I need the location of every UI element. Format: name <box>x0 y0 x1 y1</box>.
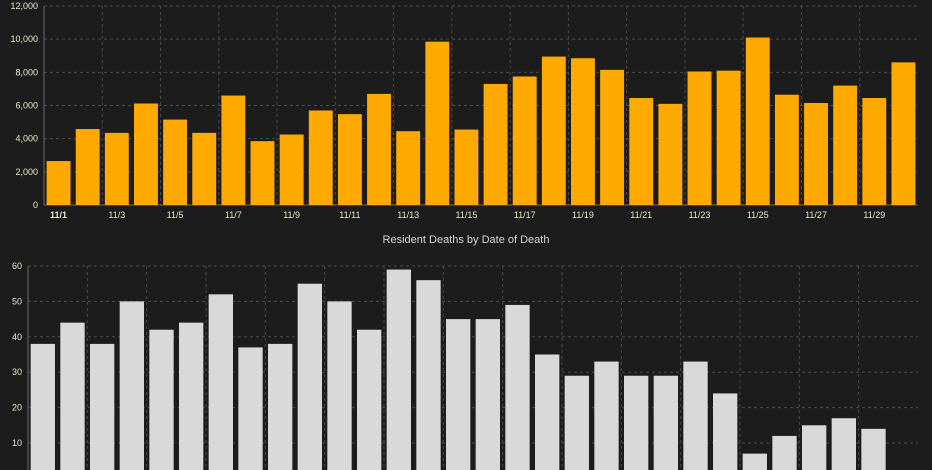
bar[interactable] <box>483 83 508 205</box>
bar[interactable] <box>149 329 174 470</box>
bar[interactable] <box>891 62 916 206</box>
x-tick-label: 11/19 <box>572 210 594 220</box>
bar[interactable] <box>742 453 767 470</box>
bar[interactable] <box>46 161 71 205</box>
bar[interactable] <box>250 141 275 205</box>
x-tick-label: 11/7 <box>225 210 242 220</box>
bar[interactable] <box>308 110 333 205</box>
bar[interactable] <box>367 93 391 205</box>
bar[interactable] <box>831 418 856 470</box>
y-tick-label: 8,000 <box>15 67 38 77</box>
bar[interactable] <box>564 375 589 470</box>
x-tick-label: 11/17 <box>514 210 536 220</box>
bar[interactable] <box>208 294 233 470</box>
bar[interactable] <box>396 131 421 205</box>
bar[interactable] <box>454 129 479 205</box>
bar[interactable] <box>745 37 770 206</box>
x-tick-label: 11/3 <box>108 210 125 220</box>
y-tick-label: 40 <box>12 332 22 342</box>
bar[interactable] <box>594 361 619 470</box>
bar[interactable] <box>571 58 595 205</box>
bar[interactable] <box>268 343 293 470</box>
resident-deaths-bar-chart: Resident Deaths by Date of Death 10 20 30 4… <box>12 234 918 470</box>
bar[interactable] <box>416 280 441 470</box>
bar[interactable] <box>475 319 500 470</box>
x-tick-label: 11/13 <box>397 210 419 220</box>
bar[interactable] <box>192 132 217 205</box>
bar[interactable] <box>297 283 322 470</box>
bar[interactable] <box>624 375 649 470</box>
bar[interactable] <box>75 129 100 205</box>
bar[interactable] <box>535 354 560 470</box>
bar[interactable] <box>279 134 304 205</box>
bar[interactable] <box>163 119 188 205</box>
chart-title: Resident Deaths by Date of Death <box>383 234 550 246</box>
y-tick-label: 10,000 <box>10 34 38 44</box>
bar[interactable] <box>774 94 799 205</box>
bar[interactable] <box>30 343 55 470</box>
bar[interactable] <box>772 435 797 470</box>
bar[interactable] <box>683 361 708 470</box>
x-tick-label: 11/21 <box>630 210 652 220</box>
x-tick-label: 11/15 <box>456 210 478 220</box>
y-tick-label: 4,000 <box>15 134 38 144</box>
y-tick-label: 50 <box>12 296 22 306</box>
bar[interactable] <box>687 71 712 205</box>
bar[interactable] <box>861 428 886 470</box>
bar[interactable] <box>327 301 352 470</box>
bar[interactable] <box>337 114 362 205</box>
y-tick-label: 10 <box>12 438 22 448</box>
bar[interactable] <box>541 56 566 206</box>
y-tick-label: 60 <box>12 261 22 271</box>
x-tick-label: 11/25 <box>747 210 769 220</box>
bar[interactable] <box>119 301 144 470</box>
bar[interactable] <box>386 269 411 470</box>
bar[interactable] <box>238 347 263 470</box>
x-tick-label: 11/23 <box>689 210 711 220</box>
bar[interactable] <box>716 70 741 205</box>
bar[interactable] <box>833 85 858 205</box>
bar[interactable] <box>134 103 158 205</box>
bar[interactable] <box>802 425 827 470</box>
x-tick-label: 11/5 <box>167 210 184 220</box>
bar[interactable] <box>446 319 471 470</box>
x-tick-label: 11/29 <box>863 210 885 220</box>
bar[interactable] <box>862 98 887 205</box>
bar[interactable] <box>104 132 129 205</box>
bar[interactable] <box>653 375 678 470</box>
x-tick-label: 11/11 <box>339 210 360 220</box>
bar[interactable] <box>512 76 537 206</box>
bar[interactable] <box>505 304 530 470</box>
y-tick-label: 20 <box>12 403 22 413</box>
x-tick-label: 11/1 <box>50 210 67 220</box>
bar[interactable] <box>425 41 450 205</box>
bar[interactable] <box>221 95 246 205</box>
y-tick-label: 0 <box>33 200 38 210</box>
y-tick-label: 30 <box>12 367 22 377</box>
bar[interactable] <box>179 322 204 470</box>
bar[interactable] <box>713 393 738 470</box>
bar[interactable] <box>658 103 683 205</box>
bar[interactable] <box>600 69 625 206</box>
bar[interactable] <box>804 103 828 205</box>
y-tick-label: 12,000 <box>10 1 38 11</box>
y-tick-label: 6,000 <box>15 101 38 111</box>
new-cases-bar-chart: 0 2,000 4,000 6,000 8,000 10,000 12,000 11/1 11/… <box>10 1 918 220</box>
x-tick-label: 11/27 <box>805 210 827 220</box>
x-tick-label: 11/9 <box>283 210 300 220</box>
bar[interactable] <box>90 343 115 470</box>
bar[interactable] <box>60 322 85 470</box>
bar[interactable] <box>357 329 382 470</box>
y-tick-label: 2,000 <box>15 167 38 177</box>
bar[interactable] <box>629 98 654 205</box>
